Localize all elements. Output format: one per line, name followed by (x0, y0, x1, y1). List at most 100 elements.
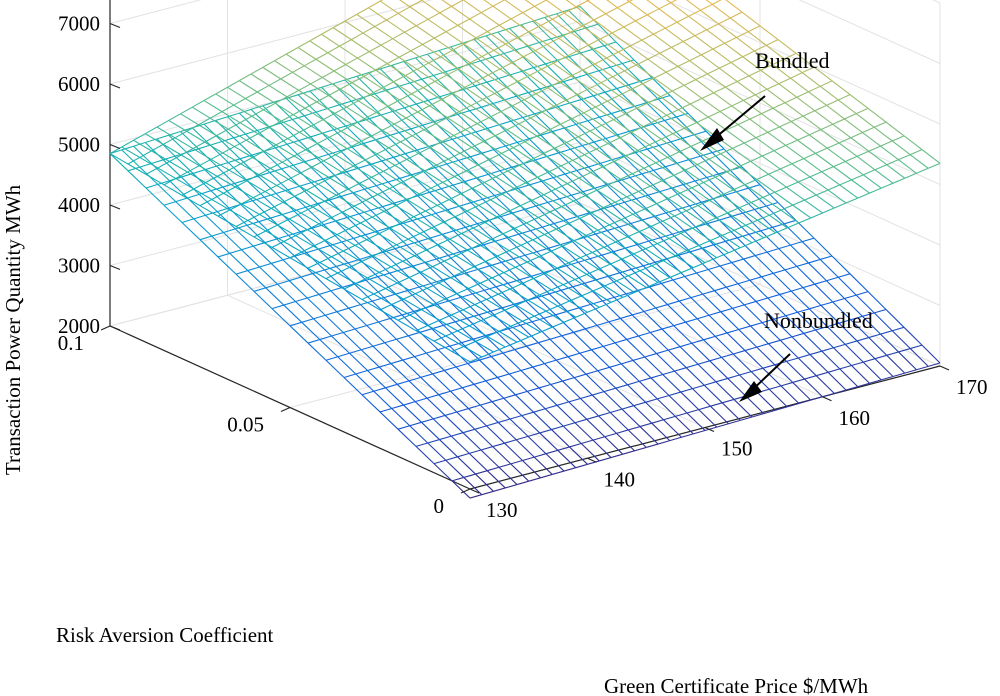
nonbundled-mesh-x-30-19 (462, 42, 481, 62)
nonbundled-mesh-y-20-24 (391, 61, 404, 66)
nonbundled-mesh-y-14-3 (253, 242, 266, 247)
bundled-mesh-y-13-6 (306, 183, 319, 191)
nonbundled-mesh-y-0-21 (716, 423, 729, 428)
bundled-mesh-y-0-5 (528, 331, 541, 338)
bundled-mesh-x-25-5 (655, 162, 675, 176)
bundled-mesh-x-13-11 (406, 158, 426, 172)
nonbundled-mesh-y-6-27 (679, 297, 692, 302)
nonbundled-mesh-x-31-14 (563, 127, 583, 147)
nonbundled-mesh-x-18-0 (663, 419, 682, 438)
bundled-mesh-x-35-0 (862, 174, 882, 189)
bundled-mesh-y-16-26 (487, 24, 500, 33)
bundled-mesh-y-11-21 (518, 117, 531, 125)
bundled-mesh-y-19-2 (151, 143, 164, 152)
bundled-mesh-y-20-22 (368, 0, 381, 9)
nonbundled-mesh-y-15-13 (352, 188, 365, 194)
bundled-mesh-x-31-4 (743, 142, 763, 157)
bundled-mesh-y-6-11 (491, 233, 504, 240)
nonbundled-mesh-y-8-11 (455, 317, 468, 323)
nonbundled-mesh-y-16-36 (604, 88, 617, 93)
bundled-mesh-x-21-9 (536, 135, 556, 149)
nonbundled-mesh-y-0-5 (528, 477, 541, 482)
nonbundled-mesh-y-6-3 (397, 380, 410, 385)
bundled-mesh-x-13-8 (460, 193, 480, 206)
nonbundled-mesh-y-3-25 (709, 356, 722, 362)
bundled-mesh-y-6-22 (620, 173, 633, 180)
nonbundled-mesh-x-4-0 (498, 466, 518, 485)
bundled-mesh-x-22-17 (404, 31, 423, 45)
nonbundled-mesh-x-5-10 (330, 290, 350, 309)
bundled-mesh-y-20-3 (144, 126, 158, 135)
bundled-mesh-x-1-5 (373, 293, 393, 305)
bundled-mesh-x-5-15 (240, 163, 260, 176)
nonbundled-mesh-y-0-30 (822, 392, 835, 398)
nonbundled-mesh-y-13-18 (447, 205, 460, 211)
bundled-mesh-x-30-12 (588, 44, 607, 59)
nonbundled-mesh-x-12-2 (556, 404, 576, 424)
nonbundled-mesh-x-4-10 (318, 294, 338, 313)
bundled-mesh-x-14-3 (562, 245, 581, 259)
bundled-mesh-y-14-2 (241, 197, 254, 205)
nonbundled-mesh-y-7-5 (402, 356, 415, 361)
bundled-mesh-y-8-1 (337, 266, 350, 274)
bundled-mesh-x-11-15 (310, 125, 330, 138)
bundled-mesh-y-11-24 (553, 99, 566, 107)
bundled-mesh-x-34-5 (761, 113, 780, 128)
nonbundled-mesh-y-5-11 (509, 369, 522, 375)
nonbundled-mesh-x-29-17 (486, 81, 506, 101)
bundled-mesh-x-5-19 (168, 119, 188, 132)
nonbundled-mesh-y-11-31 (636, 194, 649, 200)
bundled-mesh-x-32-3 (773, 150, 793, 165)
nonbundled-mesh-x-39-4 (837, 276, 857, 296)
bundled-mesh-x-11-2 (544, 272, 564, 286)
nonbundled-mesh-y-1-37 (886, 351, 899, 356)
bundled-mesh-y-9-36 (730, 56, 743, 63)
bundled-mesh-x-19-10 (494, 135, 514, 149)
nonbundled-mesh-y-0-37 (904, 369, 917, 374)
bundled-mesh-x-25-17 (439, 12, 459, 26)
bundled-mesh-y-5-26 (685, 164, 698, 171)
bundled-mesh-x-21-19 (356, 13, 376, 27)
bundled-mesh-y-7-36 (766, 83, 779, 90)
bundled-mesh-x-40-1 (903, 135, 923, 151)
bundled-mesh-y-18-0 (145, 167, 159, 175)
bundled-mesh-y-2-15 (610, 258, 623, 265)
bundled-mesh-y-7-14 (508, 205, 521, 212)
nonbundled-mesh-x-34-18 (527, 45, 546, 65)
nonbundled-mesh-x-14-6 (508, 328, 527, 347)
nonbundled-mesh-y-16-14 (346, 167, 359, 173)
nonbundled-mesh-y-8-10 (443, 321, 456, 326)
bundled-mesh-y-5-34 (779, 121, 792, 128)
bundled-mesh-x-33-2 (803, 158, 823, 173)
bundled-mesh-x-17-3 (597, 229, 617, 243)
nonbundled-mesh-x-13-18 (280, 122, 300, 141)
nonbundled-mesh-x-21-6 (590, 303, 610, 323)
bundled-mesh-y-3-7 (498, 288, 511, 295)
bundled-mesh-x-22-6 (602, 166, 621, 180)
bundled-mesh-y-10-10 (407, 193, 420, 201)
bundled-mesh-x-2-12 (259, 213, 278, 226)
bundled-mesh-x-3-8 (342, 250, 362, 263)
bundled-mesh-y-6-13 (514, 222, 527, 229)
nonbundled-mesh-y-7-36 (766, 248, 779, 253)
nonbundled-mesh-x-17-8 (507, 282, 527, 302)
bundled-mesh-x-32-11 (629, 45, 649, 60)
bundled-mesh-x-29-13 (558, 37, 578, 52)
bundled-mesh-x-4-16 (210, 158, 230, 171)
bundled-mesh-y-1-9 (557, 300, 570, 307)
bundled-mesh-y-1-14 (616, 275, 629, 282)
nonbundled-mesh-x-19-9 (512, 258, 532, 277)
bundled-mesh-y-3-38 (862, 126, 875, 134)
nonbundled-mesh-x-40-8 (777, 202, 797, 221)
nonbundled-mesh-x-1-5 (373, 390, 393, 409)
nonbundled-mesh-x-33-0 (839, 368, 859, 388)
bundled-mesh-x-19-16 (386, 63, 406, 77)
nonbundled-mesh-y-5-6 (450, 387, 463, 392)
bundled-mesh-y-12-14 (418, 146, 431, 154)
bundled-mesh-y-9-27 (625, 107, 638, 115)
bundled-mesh-x-20-14 (434, 80, 454, 94)
bundled-mesh-y-12-30 (606, 51, 619, 59)
bundled-mesh-x-26-3 (703, 182, 722, 196)
nonbundled-mesh-y-2-1 (445, 456, 458, 461)
bundled-mesh-x-12-17 (286, 96, 306, 109)
